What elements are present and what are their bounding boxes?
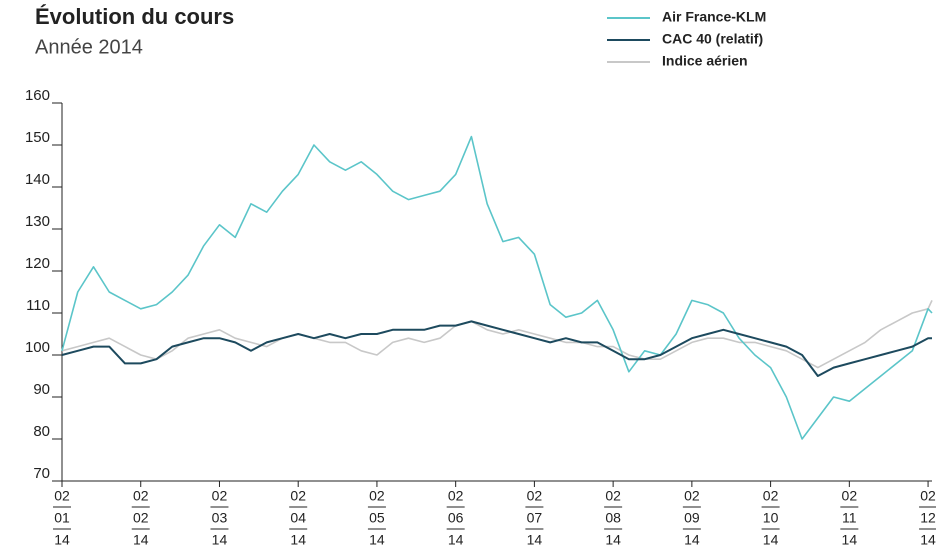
- series-line: [61, 320, 932, 377]
- x-tick-label: 03: [212, 510, 228, 526]
- x-tick-label: 14: [842, 532, 858, 548]
- x-tick-label: 10: [763, 510, 779, 526]
- y-tick-label: 140: [25, 171, 50, 188]
- x-tick-label: 14: [54, 532, 70, 548]
- x-tick-label: 08: [605, 510, 621, 526]
- x-tick-label: 07: [527, 510, 543, 526]
- x-tick-label: 14: [448, 532, 464, 548]
- x-tick-label: 02: [133, 488, 149, 504]
- series-line: [61, 300, 933, 369]
- y-tick-label: 130: [25, 213, 50, 230]
- chart-subtitle: Année 2014: [35, 36, 143, 58]
- x-tick-label: 02: [527, 488, 543, 504]
- x-tick-label: 02: [763, 488, 779, 504]
- y-tick-label: 80: [33, 423, 50, 440]
- x-tick-label: 14: [369, 532, 385, 548]
- series-line: [61, 135, 933, 440]
- x-tick-label: 06: [448, 510, 464, 526]
- x-tick-label: 02: [448, 488, 464, 504]
- x-tick-label: 02: [920, 488, 936, 504]
- x-tick-label: 01: [54, 510, 70, 526]
- legend-label: CAC 40 (relatif): [662, 31, 763, 47]
- y-tick-label: 120: [25, 255, 50, 272]
- x-tick-label: 14: [684, 532, 700, 548]
- x-tick-label: 02: [290, 488, 306, 504]
- y-tick-label: 70: [33, 465, 50, 482]
- x-tick-label: 14: [920, 532, 936, 548]
- legend-label: Indice aérien: [662, 53, 748, 69]
- y-tick-label: 160: [25, 87, 50, 104]
- chart-title: Évolution du cours: [35, 4, 234, 29]
- x-tick-label: 02: [212, 488, 228, 504]
- x-tick-label: 14: [133, 532, 149, 548]
- x-tick-label: 14: [763, 532, 779, 548]
- x-tick-label: 02: [133, 510, 149, 526]
- x-tick-label: 14: [290, 532, 306, 548]
- x-tick-label: 04: [290, 510, 306, 526]
- legend-label: Air France-KLM: [662, 9, 766, 25]
- x-tick-label: 02: [54, 488, 70, 504]
- x-tick-label: 14: [212, 532, 228, 548]
- x-tick-label: 02: [369, 488, 385, 504]
- x-tick-label: 14: [527, 532, 543, 548]
- x-tick-label: 12: [920, 510, 936, 526]
- y-tick-label: 100: [25, 339, 50, 356]
- x-tick-label: 09: [684, 510, 700, 526]
- y-tick-label: 110: [26, 297, 50, 314]
- x-tick-label: 11: [842, 510, 857, 526]
- x-tick-label: 05: [369, 510, 385, 526]
- y-tick-label: 150: [25, 129, 50, 146]
- x-tick-label: 02: [605, 488, 621, 504]
- x-tick-label: 14: [605, 532, 621, 548]
- x-tick-label: 02: [684, 488, 700, 504]
- x-tick-label: 02: [842, 488, 858, 504]
- y-tick-label: 90: [33, 381, 50, 398]
